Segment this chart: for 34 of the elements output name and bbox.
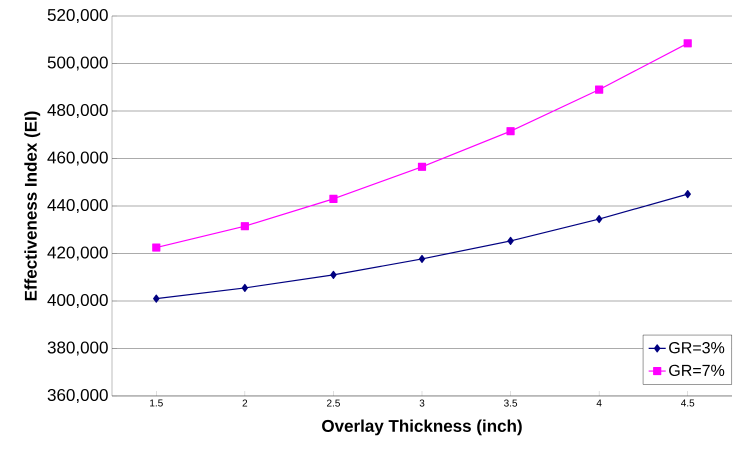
y-tick-label: 440,000 xyxy=(47,198,108,214)
y-tick-label: 520,000 xyxy=(48,8,108,24)
point xyxy=(684,190,691,198)
x-tick-label: 2.5 xyxy=(326,400,340,407)
point xyxy=(507,236,514,245)
x-tick-label: 3.5 xyxy=(504,400,518,407)
y-tick-label: 420,000 xyxy=(47,246,108,261)
y-tick-label: 380,000 xyxy=(48,341,108,356)
point xyxy=(329,194,338,203)
y-tick-label: 460,000 xyxy=(47,151,108,166)
point xyxy=(596,214,602,224)
legend-label: GR=3% xyxy=(669,342,724,354)
point xyxy=(242,284,248,292)
y-tick-label: 400,000 xyxy=(47,294,108,308)
point xyxy=(330,270,337,279)
point xyxy=(153,294,160,303)
point xyxy=(418,162,426,171)
y-tick-label: 480,000 xyxy=(47,104,108,118)
point xyxy=(240,222,249,230)
y-axis-title: Effectiveness Index (EI) xyxy=(24,111,40,300)
x-tick-label: 4.5 xyxy=(680,400,694,406)
legend-label: GR=7% xyxy=(669,364,724,376)
y-tick-label: 500,000 xyxy=(48,56,108,71)
point xyxy=(152,243,160,252)
x-axis-title: Overlay Thickness (inch) xyxy=(322,419,522,436)
point xyxy=(506,127,515,136)
point xyxy=(595,86,604,94)
y-tick-label: 360,000 xyxy=(48,388,108,404)
x-tick-label: 4 xyxy=(596,400,602,406)
x-tick-label: 3 xyxy=(420,400,424,407)
point xyxy=(684,39,692,48)
x-tick-label: 2 xyxy=(242,400,248,406)
point xyxy=(418,254,426,264)
x-tick-label: 1.5 xyxy=(150,400,163,406)
